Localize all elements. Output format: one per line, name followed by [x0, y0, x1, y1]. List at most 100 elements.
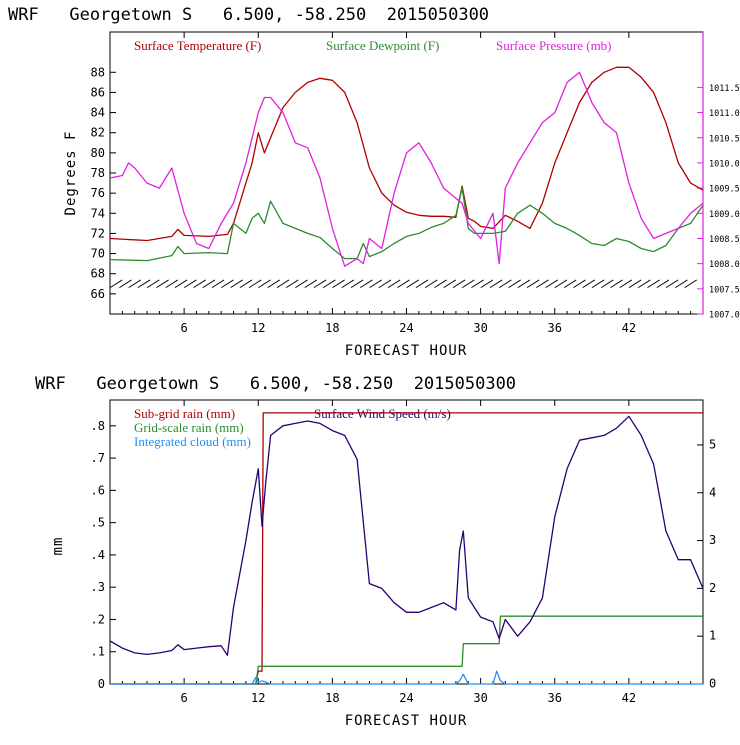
- wind-barb: [239, 279, 253, 289]
- y2-tick-label: 2: [709, 581, 716, 595]
- wind-barb: [341, 279, 355, 289]
- series-line-2: [109, 187, 704, 262]
- wind-barb: [202, 279, 216, 289]
- wind-barb: [424, 279, 438, 289]
- y-axis-title: mm: [50, 537, 66, 556]
- wind-barb: [119, 279, 132, 289]
- wind-barb: [619, 279, 633, 289]
- y-tick-label: 76: [91, 186, 105, 200]
- wind-barb: [332, 279, 345, 289]
- wind-barb: [536, 279, 549, 289]
- y-tick-label: 66: [91, 287, 105, 301]
- x-tick-label: 6: [181, 321, 188, 335]
- y2-tick-label: 1009.0: [709, 210, 740, 220]
- series-lines: [109, 412, 704, 685]
- wind-barb: [638, 279, 651, 289]
- wind-barb: [304, 279, 318, 289]
- wind-barb: [369, 279, 382, 289]
- wind-barb: [137, 279, 151, 289]
- wind-barb: [156, 279, 169, 289]
- x-tick-label: 30: [473, 691, 487, 705]
- y-tick-label: .6: [91, 483, 105, 497]
- x-tick-label: 30: [473, 321, 487, 335]
- y2-tick-label: 4: [709, 485, 716, 499]
- series-line-2: [110, 615, 703, 685]
- y-tick-label: 84: [91, 106, 105, 120]
- wind-barb: [285, 279, 299, 289]
- x-tick-label: 24: [399, 691, 413, 705]
- series-lines: [109, 66, 704, 267]
- wind-barb: [434, 279, 447, 289]
- wind-barb: [350, 279, 364, 289]
- y-tick-label: .7: [91, 451, 105, 465]
- wind-barb: [248, 279, 262, 289]
- x-tick-label: 42: [622, 691, 636, 705]
- y2-tick-label: 1010.5: [709, 134, 740, 144]
- wind-barb: [415, 279, 429, 289]
- y2-axis-ticks: 1007.0 1007.5 1008.0 1008.5 1009.0 1009.5 1010…: [697, 84, 740, 321]
- wind-barb: [480, 279, 494, 289]
- wind-barb: [313, 279, 327, 289]
- x-tick-label: 12: [251, 321, 265, 335]
- y-tick-label: .5: [91, 516, 105, 530]
- wind-barb: [406, 279, 419, 289]
- legend-temperature: Surface Temperature (F): [134, 38, 261, 53]
- y-tick-label: 68: [91, 267, 105, 281]
- y-axis-title: Degrees F: [63, 131, 79, 216]
- y-tick-label: .2: [91, 612, 105, 626]
- wind-barb: [563, 279, 577, 289]
- wind-barb: [165, 279, 179, 289]
- wind-barb: [174, 279, 188, 289]
- wind-barb: [109, 279, 123, 289]
- legend-subgrid-rain: Sub-grid rain (mm): [134, 406, 235, 421]
- y2-tick-label: 1: [709, 629, 716, 643]
- y2-tick-label: 0: [709, 677, 716, 691]
- wind-barb: [128, 279, 141, 289]
- y2-tick-label: 3: [709, 533, 716, 547]
- wind-barb: [647, 279, 660, 289]
- series-line-4: [109, 415, 704, 656]
- legend-integrated-cloud: Integrated cloud (mm): [134, 434, 251, 449]
- wind-barbs: [109, 279, 697, 289]
- wind-barb: [665, 279, 679, 289]
- x-tick-label: 18: [325, 321, 339, 335]
- wind-barb: [258, 279, 271, 289]
- x-tick-label: 18: [325, 691, 339, 705]
- precipitation-panel: WRF Georgetown S 6.500, -58.250 20150503…: [35, 374, 716, 729]
- wind-barb: [322, 279, 336, 289]
- y-tick-label: 82: [91, 126, 105, 140]
- y-tick-label: 72: [91, 226, 105, 240]
- y2-tick-label: 1011.0: [709, 109, 740, 119]
- wind-barb: [184, 279, 197, 289]
- series-line-1: [109, 66, 704, 242]
- y2-tick-label: 5: [709, 437, 716, 451]
- y-tick-label: .3: [91, 580, 105, 594]
- y2-tick-label: 1009.5: [709, 185, 740, 195]
- wind-barb: [656, 279, 670, 289]
- series-line-3: [110, 670, 703, 685]
- wind-barb: [146, 279, 160, 289]
- wind-barb: [545, 279, 558, 289]
- y-tick-label: 80: [91, 146, 105, 160]
- y2-tick-label: 1010.0: [709, 159, 740, 169]
- panel-title: WRF Georgetown S 6.500, -58.250 20150503…: [8, 5, 489, 25]
- wind-barb: [526, 279, 540, 289]
- wind-barb: [378, 279, 392, 289]
- wind-barb: [499, 279, 512, 289]
- y2-tick-label: 1011.5: [709, 84, 740, 94]
- y-tick-label: 74: [91, 206, 105, 220]
- wind-barb: [489, 279, 503, 289]
- wind-barb: [610, 279, 623, 289]
- y-tick-label: 86: [91, 85, 105, 99]
- wind-barb: [461, 279, 475, 289]
- plot-frame: [109, 31, 704, 315]
- wind-barb: [628, 279, 642, 289]
- panel-title: WRF Georgetown S 6.500, -58.250 20150503…: [35, 374, 516, 394]
- wind-barb: [295, 279, 308, 289]
- wind-barb: [591, 279, 605, 289]
- x-tick-label: 12: [251, 691, 265, 705]
- y-tick-label: .1: [91, 645, 105, 659]
- y-tick-label: 70: [91, 247, 105, 261]
- wind-barb: [471, 279, 484, 289]
